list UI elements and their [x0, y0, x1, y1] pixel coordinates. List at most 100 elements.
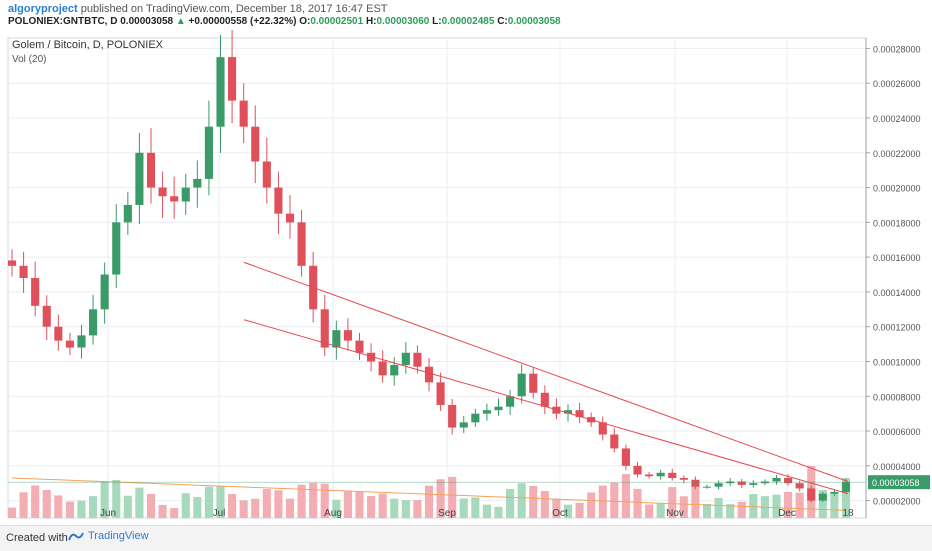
volume-bar [563, 504, 573, 518]
chart-header: algoryproject published on TradingView.c… [0, 0, 932, 30]
volume-bar [714, 498, 723, 518]
volume-bar [679, 496, 688, 518]
candle-body [181, 187, 190, 202]
ohlc-line: POLONIEX:GNTBTC, D 0.00003058 ▲ +0.00000… [8, 16, 561, 27]
volume-bar [54, 495, 63, 518]
time-tick-label: 18 [842, 508, 854, 519]
candle-body [19, 265, 28, 278]
candle-body [262, 161, 271, 188]
up-arrow-icon: ▲ [175, 16, 186, 27]
candle-body [702, 486, 712, 488]
candle-body [228, 57, 237, 101]
tradingview-icon [68, 532, 84, 541]
candle-body [691, 479, 700, 487]
volume-bar [784, 492, 793, 518]
tradingview-brand: TradingView [88, 530, 149, 542]
volume-bar [656, 503, 665, 518]
candle-body [31, 278, 40, 306]
close-value: 0.00003058 [507, 16, 561, 27]
volume-bar [482, 504, 491, 518]
price-tick-label: 0.00012000 [873, 323, 921, 333]
volume-bar [285, 498, 295, 518]
candle-body [679, 478, 688, 480]
candle-body [807, 488, 816, 501]
volume-bar [587, 492, 596, 518]
time-tick-label: Jul [213, 508, 226, 519]
volume-bar [31, 485, 40, 518]
candle-body [482, 410, 491, 414]
candle-body [621, 448, 630, 466]
created-with-label: Created with [6, 532, 68, 544]
low-value: 0.00002485 [441, 16, 495, 27]
volume-bar [471, 497, 480, 518]
grid [7, 37, 867, 519]
volume-bar [378, 493, 387, 518]
volume-bar [818, 490, 827, 518]
price-tick-label: 0.00008000 [873, 392, 921, 402]
candle-body [563, 410, 573, 414]
price-tick-label: 0.00016000 [873, 253, 921, 263]
open-label: O: [299, 16, 311, 27]
volume-bar [841, 478, 851, 518]
trendline[interactable] [243, 261, 849, 482]
candle-body [367, 352, 376, 362]
candle-body [633, 465, 642, 475]
volume-bar [691, 484, 700, 518]
price-tick-label: 0.00010000 [873, 357, 921, 367]
volume-bar [830, 493, 839, 518]
candle-body [251, 126, 260, 162]
candle-body [795, 483, 804, 489]
plot-frame [7, 37, 867, 519]
candle-body [749, 483, 758, 485]
change-value: +0.00000558 (+22.32%) [188, 16, 297, 27]
candle-body [42, 305, 51, 327]
volume-bar [146, 494, 156, 518]
candle-body [274, 187, 283, 214]
candle-body [390, 364, 399, 376]
high-value: 0.00003060 [376, 16, 430, 27]
candle-body [471, 413, 480, 423]
price-tick-label: 0.00020000 [873, 184, 921, 194]
volume-bar [702, 504, 712, 518]
volume-bar [181, 493, 190, 518]
volume-bar [413, 500, 422, 518]
price-tick-label: 0.00028000 [873, 44, 921, 54]
candle-body [645, 474, 654, 477]
candle-body [332, 330, 341, 348]
tradingview-logo[interactable]: TradingView [68, 530, 149, 542]
author-link[interactable]: algoryproject [8, 3, 78, 15]
volume-bar [610, 482, 619, 518]
volume-bar [668, 487, 677, 518]
candle-body [77, 335, 86, 348]
candle-body [297, 222, 306, 266]
candle-body [216, 57, 225, 127]
volume-bar [262, 489, 271, 518]
candle-body [123, 204, 132, 223]
trendline[interactable] [243, 319, 849, 495]
candlestick-chart[interactable]: 0.00002000 0.00004000 0.00006000 0.00008000… [0, 29, 932, 525]
candle-body [656, 472, 665, 477]
time-tick-label: Jun [100, 508, 116, 519]
volume-bar [204, 486, 213, 518]
volume-bar [158, 504, 167, 518]
volume-bar [77, 500, 86, 518]
price-tick-label: 0.00026000 [873, 79, 921, 89]
candle-body [146, 152, 156, 188]
volume-bar [540, 491, 549, 518]
candle-body [517, 373, 526, 397]
time-tick-label: Aug [324, 508, 342, 519]
volume-bar [309, 482, 318, 518]
volume-bar [772, 494, 781, 518]
volume-bars [7, 466, 851, 518]
volume-bar [367, 496, 376, 518]
trendlines[interactable] [243, 261, 849, 495]
footer: Created with TradingView [0, 525, 932, 551]
open-value: 0.00002501 [310, 16, 364, 27]
chart-area[interactable]: 0.00002000 0.00004000 0.00006000 0.00008000… [0, 29, 932, 525]
time-axis[interactable]: Jun Jul Aug Sep Oct Nov Dec 18 [100, 508, 854, 519]
candle-body [89, 309, 98, 336]
candle-body [54, 326, 63, 341]
candle-body [784, 478, 793, 484]
price-axis[interactable]: 0.00002000 0.00004000 0.00006000 0.00008000… [8, 38, 930, 518]
candle-body [285, 213, 295, 223]
